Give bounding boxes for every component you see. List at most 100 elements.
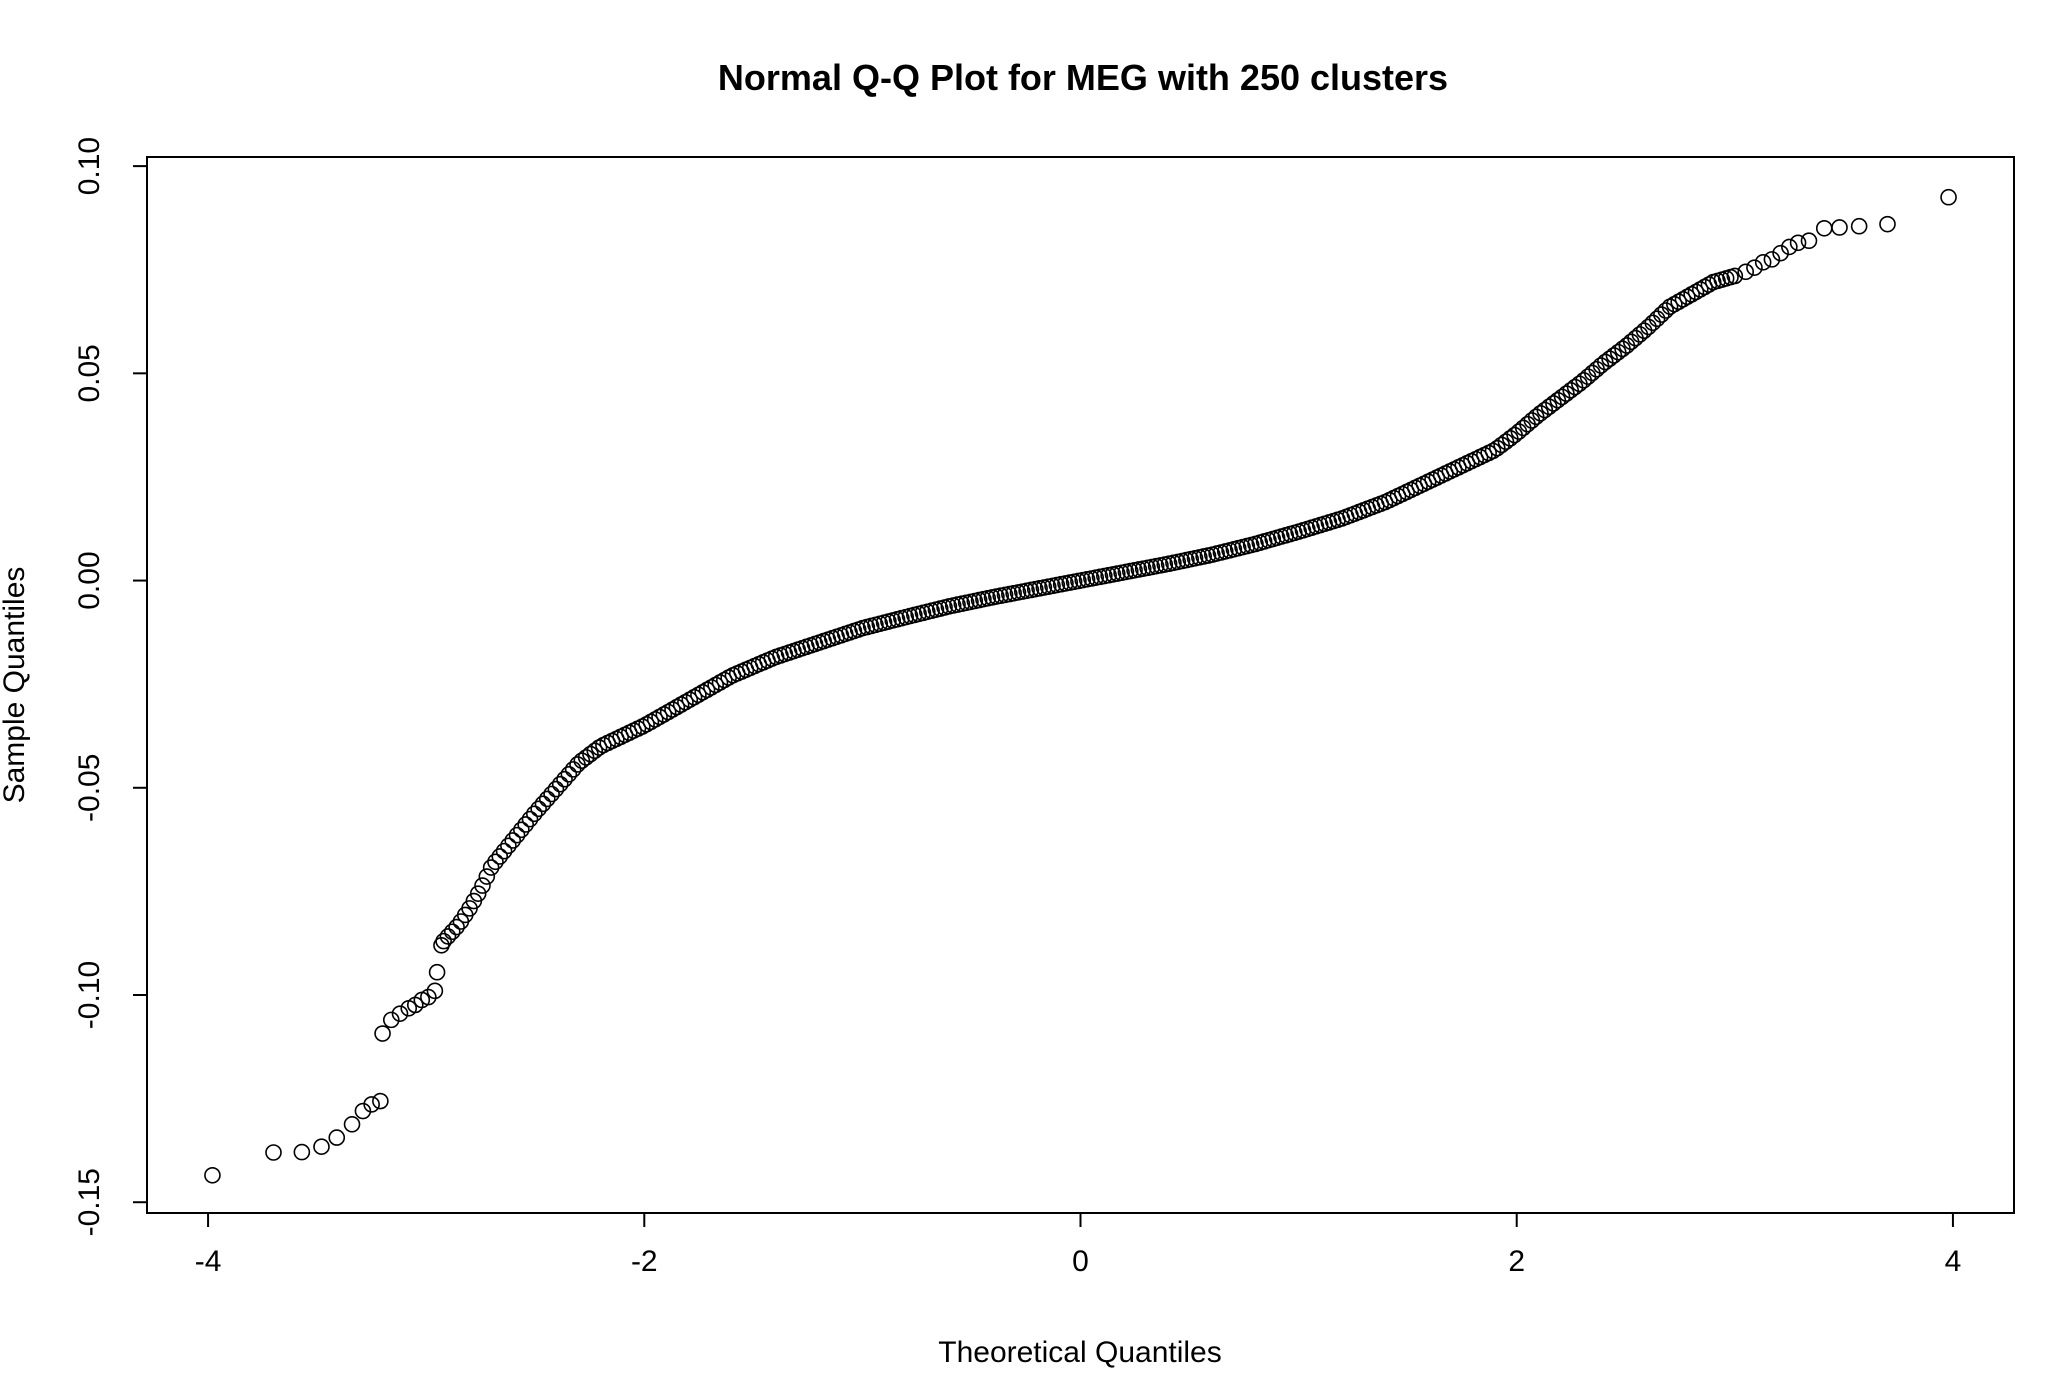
data-point [1648,310,1666,328]
data-point [1726,267,1744,285]
data-point [582,745,599,763]
data-point [521,810,539,828]
data-point [1831,219,1848,236]
data-point [1644,314,1662,332]
data-point [1683,286,1700,303]
data-point [1540,398,1558,416]
data-point [551,775,569,793]
data-point [1661,298,1679,315]
y-tick-label: -0.10 [73,961,106,1029]
data-point [655,706,673,723]
data-point [382,1011,400,1029]
data-point [293,1143,311,1161]
data-point [487,853,504,871]
data-point [435,932,452,950]
x-axis-label: Theoretical Quantiles [938,1336,1221,1369]
chart-title: Normal Q-Q Plot for MEG with 250 cluster… [718,57,1448,98]
data-point [1781,238,1798,256]
data-point [711,674,729,691]
data-point [328,1129,346,1146]
data-point [495,842,513,860]
data-point [1666,295,1683,313]
data-point [443,923,461,941]
data-point [448,918,465,936]
data-point [642,713,660,731]
data-point [1562,382,1580,399]
data-point [716,671,733,689]
data-point [1489,439,1506,457]
data-point [1763,251,1781,268]
data-point [439,928,457,945]
data-point [530,800,547,818]
data-point [690,686,707,704]
data-point [513,821,530,839]
data-point [517,816,534,833]
data-point [1605,347,1623,364]
data-point [564,761,582,778]
y-axis: -0.15 -0.10 -0.05 0.00 0.05 0.10 [73,137,148,1236]
data-point [698,681,716,699]
y-tick-label: 0.10 [73,137,106,195]
data-point [638,716,655,733]
data-point [526,805,543,823]
data-point [543,785,560,803]
data-point [1800,232,1818,250]
data-point [363,1096,380,1113]
data-point [577,749,595,766]
data-point [1553,388,1571,406]
data-point [677,693,694,711]
data-point [426,982,444,1000]
x-tick-label: 2 [1508,1245,1525,1278]
x-axis: -4 -2 0 2 4 [195,1212,1961,1278]
x-tick-label: -2 [631,1245,658,1278]
data-point [1545,395,1562,412]
data-points [204,188,1957,1184]
data-point [659,703,677,721]
data-point [707,676,724,694]
y-axis-label: Sample Quantiles [0,567,31,804]
data-point [343,1116,361,1133]
data-point [1850,217,1868,235]
data-point [646,711,664,728]
data-point [265,1144,282,1161]
data-point [1772,244,1789,262]
data-point [474,877,491,894]
data-point [560,766,578,783]
data-point [1596,353,1614,371]
data-point [651,708,668,726]
data-point [478,868,496,885]
data-point [681,691,699,708]
data-point [313,1138,330,1155]
data-point [374,1025,391,1042]
data-point [1879,215,1896,233]
data-point [1674,290,1692,308]
data-point [500,837,517,855]
y-tick-label: -0.15 [73,1168,106,1236]
data-point [1653,306,1670,323]
data-point [1737,263,1755,281]
x-tick-label: 0 [1072,1245,1089,1278]
data-point [573,752,591,769]
y-tick-label: 0.00 [73,551,106,609]
data-point [428,963,446,981]
data-point [1789,234,1807,252]
data-point [1754,253,1772,271]
data-point [1691,281,1709,298]
data-point [534,795,552,813]
data-point [586,742,604,760]
data-point [668,698,686,716]
plot-frame [146,156,2015,1214]
data-point [703,679,720,696]
data-point [1679,288,1696,306]
data-point [664,701,681,718]
data-point [508,826,526,844]
data-point [1670,293,1687,311]
data-point [1657,302,1675,319]
data-point [1687,283,1705,301]
data-point [1497,433,1515,450]
y-tick-label: 0.05 [73,344,106,402]
data-point [685,688,703,706]
data-point [556,770,573,788]
data-point [1532,404,1549,422]
